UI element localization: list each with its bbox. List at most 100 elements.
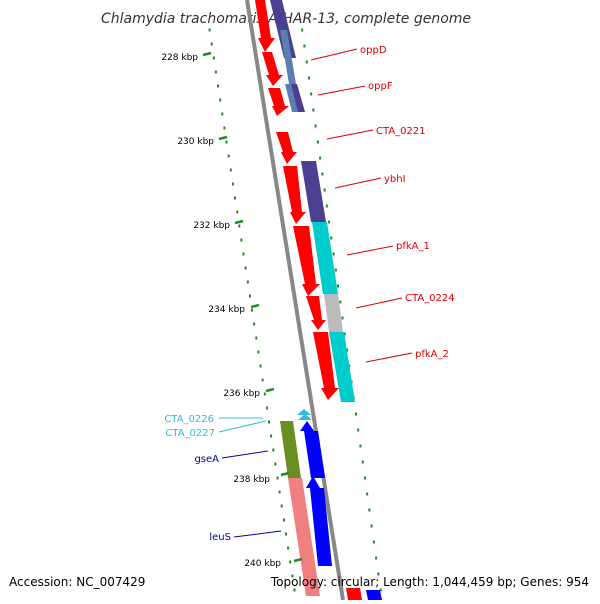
gc-dot-outer bbox=[372, 540, 375, 544]
cog-block-gseA bbox=[280, 421, 301, 478]
gc-dot-outer bbox=[328, 220, 331, 224]
gc-dot-outer bbox=[359, 444, 362, 448]
gc-dot-outer bbox=[363, 476, 366, 480]
gc-dot-inner bbox=[223, 126, 226, 130]
gc-dot-inner bbox=[255, 336, 258, 340]
gc-dot-outer bbox=[361, 460, 364, 464]
gc-dot-outer bbox=[319, 156, 322, 160]
gc-dot-inner bbox=[274, 462, 277, 466]
gc-dot-inner bbox=[251, 308, 253, 312]
cds-arrow-gseA[interactable] bbox=[300, 421, 325, 478]
gc-dot-outer bbox=[325, 204, 328, 208]
gc-dot-outer bbox=[375, 556, 378, 560]
cog-block-pfkA_1 bbox=[312, 222, 338, 294]
gc-content-track-inner bbox=[208, 28, 296, 592]
gc-dot-outer bbox=[316, 140, 319, 144]
gc-dot-outer bbox=[305, 60, 308, 64]
cog-block-oppD bbox=[270, 0, 296, 58]
gc-dot-outer bbox=[366, 492, 369, 496]
cds-arrow-pfkA_1[interactable] bbox=[293, 226, 320, 296]
gc-dot-inner bbox=[278, 490, 281, 494]
gc-dot-inner bbox=[219, 98, 222, 102]
gc-dot-inner bbox=[285, 532, 287, 536]
gc-dot-outer bbox=[379, 588, 382, 592]
gc-dot-outer bbox=[307, 76, 310, 80]
gene-label-oppD[interactable]: oppD bbox=[360, 45, 387, 56]
tick-label-236kbp: 236 kbp bbox=[223, 389, 260, 399]
gene-label-ybhI[interactable]: ybhI bbox=[384, 174, 406, 185]
gc-dot-inner bbox=[253, 322, 256, 326]
gc-dot-outer bbox=[341, 316, 344, 320]
gene-label-pfkA_2[interactable]: pfkA_2 bbox=[415, 349, 449, 360]
gc-dot-outer bbox=[314, 124, 317, 128]
gc-dot-outer bbox=[377, 572, 380, 576]
gc-dot-outer bbox=[330, 236, 333, 240]
gene-label-CTA_0224[interactable]: CTA_0224 bbox=[405, 293, 455, 304]
gc-dot-inner bbox=[210, 42, 213, 46]
gc-dot-inner bbox=[238, 224, 241, 228]
gc-dot-inner bbox=[244, 266, 247, 270]
cds-arrow-oppF[interactable] bbox=[268, 88, 289, 116]
gc-dot-inner bbox=[240, 238, 243, 242]
gene-label-CTA_0227[interactable]: CTA_0227 bbox=[165, 428, 215, 439]
gc-dot-outer bbox=[343, 332, 346, 336]
gc-dot-inner bbox=[217, 84, 219, 88]
cds-arrow-CTA_0221[interactable] bbox=[276, 132, 297, 164]
gc-dot-outer bbox=[370, 524, 373, 528]
cds-arrow-CTA_0224[interactable] bbox=[306, 296, 326, 330]
cds-arrow-CTA_0227[interactable] bbox=[298, 414, 312, 420]
tick-label-238kbp: 238 kbp bbox=[233, 475, 270, 485]
gene-label-CTA_0226[interactable]: CTA_0226 bbox=[164, 414, 214, 425]
gc-dot-inner bbox=[221, 112, 224, 116]
gc-dot-inner bbox=[293, 588, 296, 592]
gc-dot-outer bbox=[357, 428, 360, 432]
gc-dot-inner bbox=[263, 392, 266, 396]
gene-label-pfkA_1[interactable]: pfkA_1 bbox=[396, 241, 430, 252]
gene-label-leuS[interactable]: leuS bbox=[209, 532, 231, 543]
gc-dot-inner bbox=[225, 140, 228, 144]
gc-dot-outer bbox=[334, 268, 337, 272]
cds-arrow-ybhI[interactable] bbox=[283, 166, 306, 224]
cog-block-leuS bbox=[288, 478, 320, 596]
gc-dot-outer bbox=[368, 508, 371, 512]
gc-dot-inner bbox=[236, 210, 239, 214]
gene-label-CTA_0221[interactable]: CTA_0221 bbox=[376, 126, 426, 137]
cds-arrow-oppD-b[interactable] bbox=[262, 52, 283, 86]
position-ticks: 228 kbp 230 kbp 232 kbp 234 kbp 236 kbp … bbox=[161, 51, 303, 569]
gc-dot-inner bbox=[272, 448, 275, 452]
gc-dot-outer bbox=[346, 348, 348, 352]
gc-dot-inner bbox=[234, 196, 236, 200]
cds-arrow-leuS[interactable] bbox=[306, 476, 332, 566]
gc-dot-inner bbox=[257, 350, 260, 354]
cog-block-oppF-steel bbox=[285, 84, 298, 112]
tick-label-228kbp: 228 kbp bbox=[161, 53, 198, 63]
cds-arrow-pfkA_2[interactable] bbox=[313, 332, 339, 400]
gc-dot-inner bbox=[246, 280, 249, 284]
tick-label-234kbp: 234 kbp bbox=[208, 305, 245, 315]
gc-dot-inner bbox=[268, 420, 270, 424]
gc-dot-inner bbox=[280, 504, 283, 508]
gc-dot-outer bbox=[337, 284, 339, 288]
gc-dot-inner bbox=[227, 154, 230, 158]
gc-dot-outer bbox=[323, 188, 326, 192]
forward-cds-track bbox=[255, 0, 339, 400]
gc-dot-outer bbox=[301, 28, 304, 32]
gc-dot-inner bbox=[242, 252, 245, 256]
cog-block-oppD-steel bbox=[280, 30, 296, 84]
cds-arrow-oppD[interactable] bbox=[255, 0, 275, 52]
cds-arrow-bottom[interactable] bbox=[366, 590, 382, 600]
tick-label-240kbp: 240 kbp bbox=[244, 559, 281, 569]
gene-label-gseA[interactable]: gseA bbox=[194, 454, 219, 465]
gc-dot-inner bbox=[265, 406, 268, 410]
tick-label-232kbp: 232 kbp bbox=[193, 221, 230, 231]
gc-dot-outer bbox=[310, 92, 313, 96]
gc-dot-inner bbox=[276, 476, 279, 480]
gc-dot-outer bbox=[332, 252, 335, 256]
gc-dot-inner bbox=[231, 182, 234, 186]
gc-dot-inner bbox=[289, 560, 292, 564]
cds-arrow-CTA_0226[interactable] bbox=[297, 409, 311, 415]
tick-label-230kbp: 230 kbp bbox=[177, 137, 214, 147]
gc-dot-inner bbox=[212, 56, 215, 60]
gene-label-oppF[interactable]: oppF bbox=[368, 81, 393, 92]
